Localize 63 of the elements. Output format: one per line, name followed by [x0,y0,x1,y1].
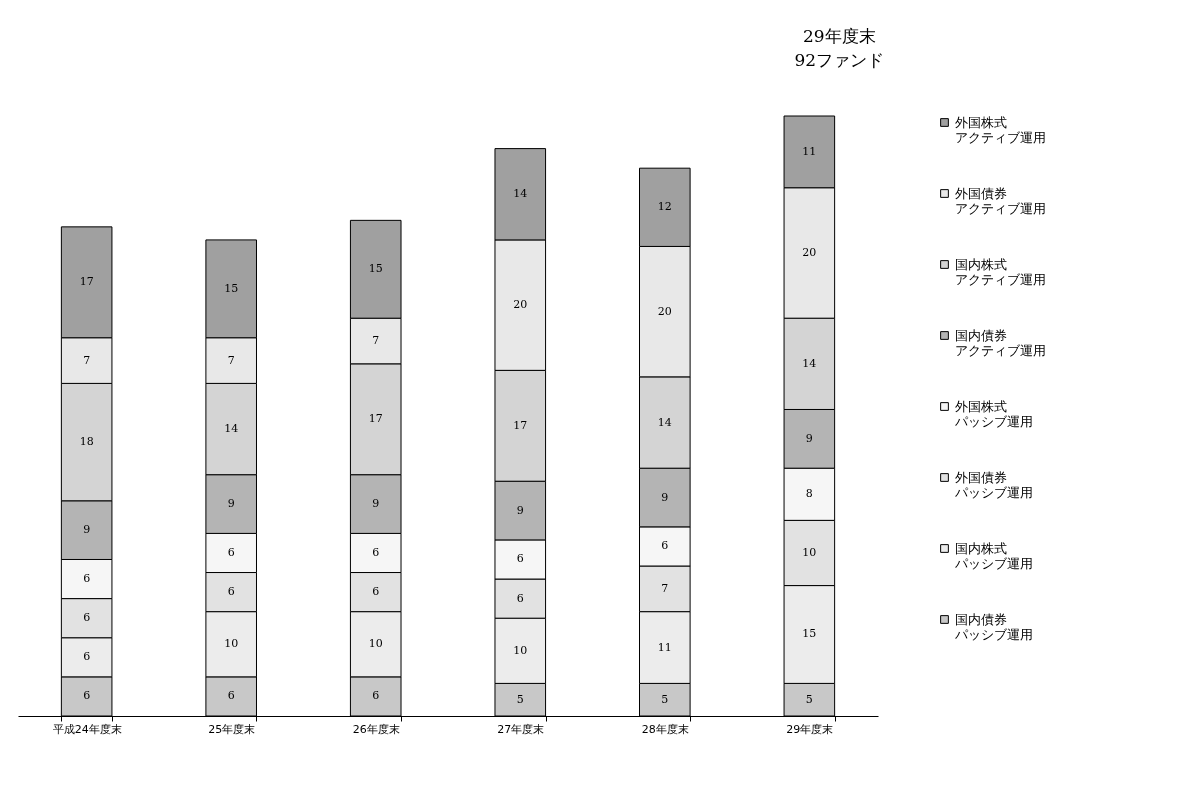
data-label: 6 [372,545,380,559]
data-label: 5 [516,692,524,706]
x-tick-label: 26年度末 [352,722,400,736]
legend-label: 外国債券アクティブ運用 [955,185,1046,216]
data-label: 6 [372,689,380,703]
data-label: 18 [79,435,94,449]
data-label: 15 [802,627,817,641]
annotation: 29年度末 92ファンド [794,26,885,70]
data-label: 20 [513,298,528,312]
data-label: 9 [372,497,380,511]
legend-label: 外国株式アクティブ運用 [955,114,1046,145]
data-label: 6 [227,585,235,599]
x-tick-label: 25年度末 [208,722,256,736]
x-tick-label: 28年度末 [641,722,689,736]
x-tick-label: 平成24年度末 [52,722,122,736]
data-label: 6 [83,689,91,703]
data-label: 6 [516,552,524,566]
data-label: 7 [227,353,235,367]
data-label: 17 [513,418,528,432]
data-label: 9 [516,503,524,517]
data-label: 20 [802,245,817,259]
data-label: 9 [83,523,91,537]
data-label: 17 [368,412,383,426]
data-label: 6 [516,591,524,605]
data-label: 11 [802,144,817,158]
data-label: 10 [513,643,528,657]
data-label: 12 [657,200,672,214]
data-label: 6 [372,585,380,599]
data-label: 7 [372,334,380,347]
data-label: 7 [661,581,669,595]
data-label: 11 [657,640,672,654]
legend-label: 外国株式パッシブ運用 [954,398,1033,429]
data-label: 10 [802,545,817,559]
x-tick-label: 29年度末 [786,722,834,736]
data-label: 14 [802,356,817,370]
data-label: 10 [224,637,239,651]
data-label: 10 [368,637,383,651]
data-label: 5 [805,692,813,706]
data-label: 7 [83,353,91,367]
data-label: 15 [368,262,383,276]
legend-label: 外国債券パッシブ運用 [954,469,1033,500]
legend-label: 国内債券アクティブ運用 [955,327,1046,358]
data-label: 5 [661,692,669,706]
data-label: 20 [657,304,672,318]
data-label: 14 [513,187,528,201]
data-label: 9 [805,431,813,445]
data-label: 6 [227,689,235,703]
data-label: 14 [657,415,672,429]
data-label: 6 [661,539,669,553]
legend-label: 国内株式アクティブ運用 [955,256,1046,287]
data-label: 9 [661,490,669,504]
data-label: 6 [83,572,91,586]
data-label: 8 [805,487,813,501]
x-tick-label: 27年度末 [497,722,545,736]
legend-label: 国内債券パッシブ運用 [954,611,1033,642]
data-label: 6 [83,650,91,664]
legend-label: 国内株式パッシブ運用 [954,540,1033,571]
data-label: 9 [227,497,235,511]
data-label: 15 [224,281,239,295]
data-label: 14 [224,422,239,436]
data-label: 6 [83,611,91,625]
data-label: 17 [79,275,94,289]
data-label: 6 [227,545,235,559]
